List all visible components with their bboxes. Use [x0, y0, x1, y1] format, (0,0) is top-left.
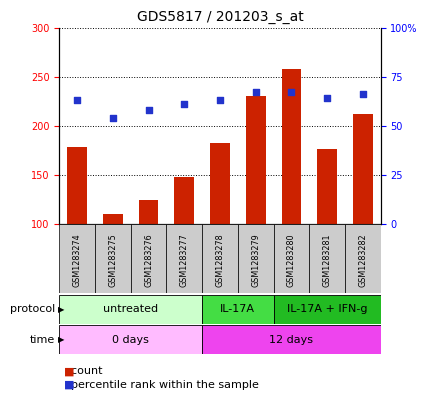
Text: ■: ■: [64, 380, 74, 390]
Text: 12 days: 12 days: [269, 334, 313, 345]
Text: 0 days: 0 days: [112, 334, 149, 345]
Text: GSM1283278: GSM1283278: [216, 233, 224, 286]
Bar: [282, 69, 301, 224]
Bar: [166, 224, 202, 293]
Text: IL-17A + IFN-g: IL-17A + IFN-g: [287, 305, 367, 314]
Point: [252, 89, 259, 95]
Bar: [309, 224, 345, 293]
Bar: [139, 200, 158, 224]
Point: [288, 89, 295, 95]
Point: [359, 91, 366, 97]
Bar: [210, 143, 230, 224]
Bar: [246, 96, 265, 224]
Text: percentile rank within the sample: percentile rank within the sample: [64, 380, 259, 390]
Bar: [345, 224, 381, 293]
Bar: [59, 295, 202, 324]
Text: ■: ■: [64, 366, 74, 376]
Text: ▶: ▶: [58, 305, 65, 314]
Bar: [103, 214, 123, 224]
Bar: [317, 149, 337, 224]
Bar: [95, 224, 131, 293]
Text: GSM1283277: GSM1283277: [180, 233, 189, 286]
Point: [74, 97, 81, 103]
Text: GSM1283281: GSM1283281: [323, 233, 332, 286]
Bar: [59, 325, 202, 354]
Bar: [131, 224, 166, 293]
Text: GSM1283274: GSM1283274: [73, 233, 82, 286]
Text: GSM1283279: GSM1283279: [251, 233, 260, 286]
Point: [181, 101, 188, 107]
Text: count: count: [64, 366, 102, 376]
Text: GSM1283280: GSM1283280: [287, 233, 296, 286]
Bar: [67, 147, 87, 224]
Bar: [274, 295, 381, 324]
Text: untreated: untreated: [103, 305, 158, 314]
Point: [145, 107, 152, 113]
Bar: [59, 224, 95, 293]
Text: GSM1283275: GSM1283275: [108, 233, 117, 286]
Text: time: time: [30, 334, 55, 345]
Text: IL-17A: IL-17A: [220, 305, 255, 314]
Bar: [202, 295, 274, 324]
Bar: [353, 114, 373, 224]
Title: GDS5817 / 201203_s_at: GDS5817 / 201203_s_at: [137, 10, 303, 24]
Bar: [238, 224, 274, 293]
Point: [216, 97, 224, 103]
Text: GSM1283276: GSM1283276: [144, 233, 153, 286]
Bar: [274, 224, 309, 293]
Point: [323, 95, 330, 101]
Bar: [202, 325, 381, 354]
Text: GSM1283282: GSM1283282: [358, 233, 367, 286]
Bar: [175, 177, 194, 224]
Text: ▶: ▶: [58, 335, 65, 344]
Bar: [202, 224, 238, 293]
Text: protocol: protocol: [10, 305, 55, 314]
Point: [110, 115, 117, 121]
